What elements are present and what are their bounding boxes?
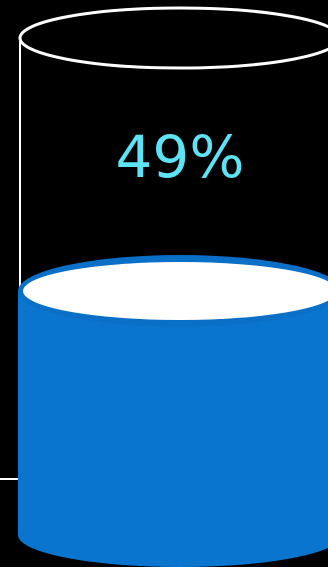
cylinder-top-rim bbox=[18, 6, 328, 70]
liquid-body bbox=[18, 291, 328, 567]
liquid-surface bbox=[23, 262, 328, 320]
percent-label: 49% bbox=[115, 123, 245, 191]
